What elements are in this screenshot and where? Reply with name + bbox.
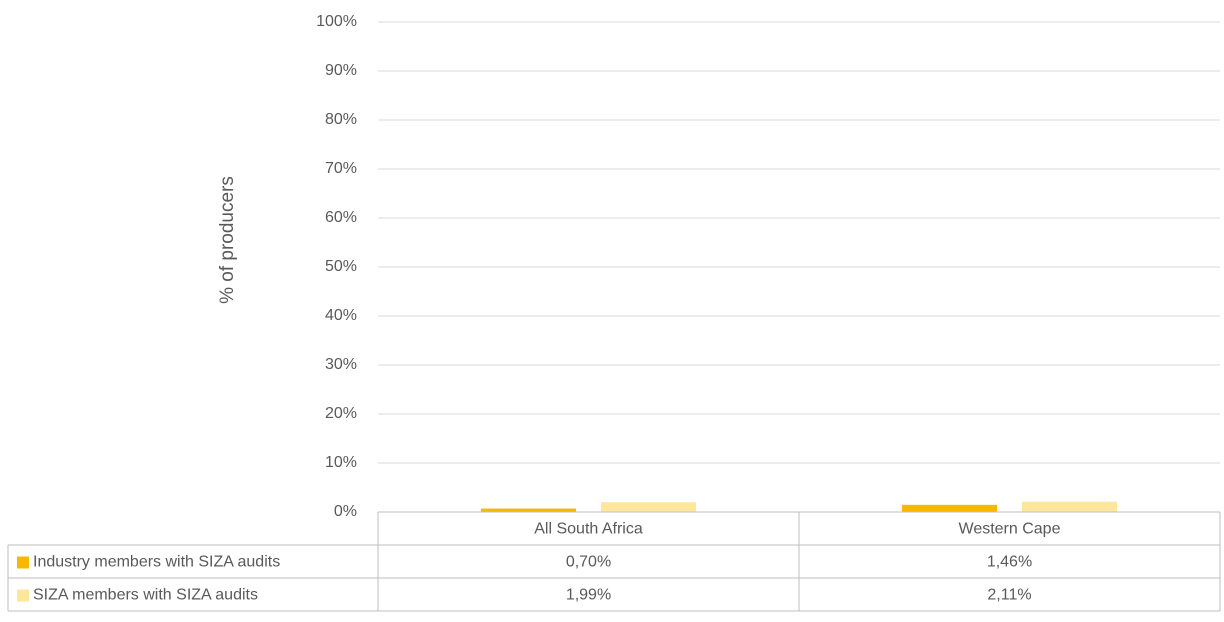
table-value: 1,99% <box>566 587 611 604</box>
y-tick-label: 50% <box>325 258 357 275</box>
y-tick-label: 80% <box>325 111 357 128</box>
table-value: 1,46% <box>987 554 1032 571</box>
y-tick-label: 30% <box>325 356 357 373</box>
legend-swatch <box>17 556 29 569</box>
bar <box>481 508 576 512</box>
x-tick-label: All South Africa <box>534 521 643 538</box>
y-tick-label: 0% <box>334 503 357 520</box>
y-tick-label: 90% <box>325 62 357 79</box>
bar <box>902 504 997 512</box>
legend-swatch <box>17 589 29 602</box>
y-axis-label: % of producers <box>217 176 238 304</box>
y-tick-label: 40% <box>325 307 357 324</box>
table-value: 0,70% <box>566 554 611 571</box>
legend-label: Industry members with SIZA audits <box>33 554 280 571</box>
x-tick-label: Western Cape <box>959 521 1061 538</box>
bar <box>1022 501 1117 512</box>
y-tick-label: 20% <box>325 405 357 422</box>
y-tick-label: 10% <box>325 454 357 471</box>
y-tick-label: 60% <box>325 209 357 226</box>
table-value: 2,11% <box>987 587 1031 604</box>
y-tick-label: 100% <box>316 13 357 30</box>
y-tick-label: 70% <box>325 160 357 177</box>
bar <box>601 502 696 512</box>
legend-label: SIZA members with SIZA audits <box>33 587 258 604</box>
